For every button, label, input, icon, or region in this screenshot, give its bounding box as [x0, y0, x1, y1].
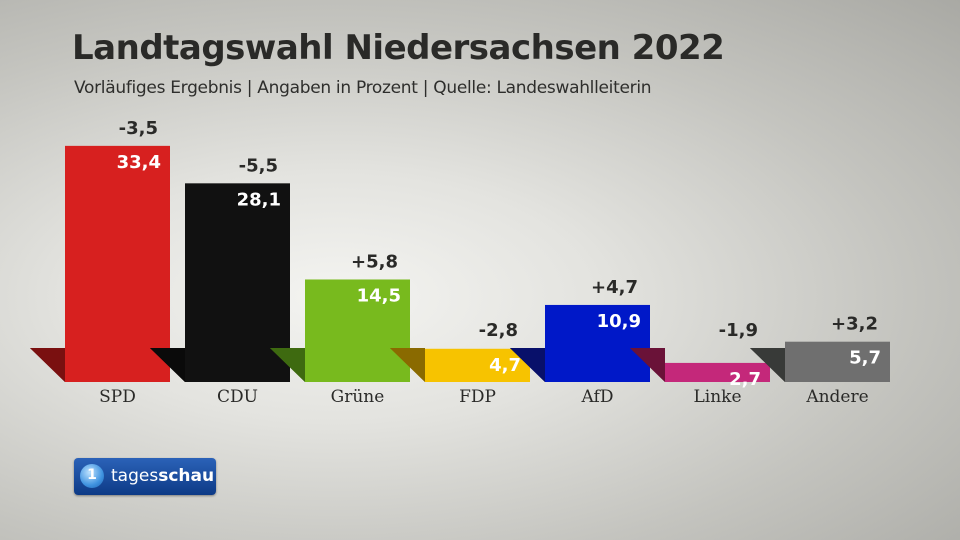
change-label: -5,5 [239, 155, 278, 176]
chart-subtitle: Vorläufiges Ergebnis | Angaben in Prozen… [74, 78, 652, 98]
change-label: -1,9 [719, 320, 758, 341]
change-label: +3,2 [831, 314, 878, 335]
bar [185, 183, 290, 382]
value-label: 28,1 [237, 189, 281, 210]
change-label: -3,5 [119, 118, 158, 139]
bar [305, 279, 410, 382]
tagesschau-logo: 1 tagesschau [74, 458, 216, 495]
tagesschau-1-icon: 1 [80, 464, 104, 488]
category-label: SPD [99, 387, 136, 407]
bar [665, 362, 770, 382]
change-label: +5,8 [351, 251, 398, 272]
value-label: 10,9 [597, 311, 641, 332]
bar [785, 341, 890, 382]
value-label: 33,4 [117, 152, 161, 173]
category-label: AfD [581, 387, 614, 407]
bar [545, 304, 650, 382]
value-label: 5,7 [849, 348, 881, 369]
category-label: Andere [805, 387, 868, 407]
bar-floor-shadow [750, 348, 785, 382]
category-label: FDP [459, 387, 496, 407]
value-label: 14,5 [357, 285, 401, 306]
bar [65, 145, 170, 382]
value-label: 2,7 [729, 369, 761, 390]
bar-floor-shadow [270, 348, 305, 382]
change-label: +4,7 [591, 277, 638, 298]
chart-title: Landtagswahl Niedersachsen 2022 [72, 28, 725, 68]
logo-text: tagesschau [111, 466, 215, 486]
bar-floor-shadow [150, 348, 185, 382]
category-label: Grüne [331, 387, 385, 407]
category-label: CDU [217, 387, 258, 407]
bar-floor-shadow [630, 348, 665, 382]
value-label: 4,7 [489, 355, 521, 376]
category-label: Linke [693, 387, 741, 407]
bar-floor-shadow [510, 348, 545, 382]
change-label: -2,8 [479, 320, 518, 341]
bar [425, 348, 530, 382]
bar-floor-shadow [390, 348, 425, 382]
bar-floor-shadow [30, 348, 65, 382]
